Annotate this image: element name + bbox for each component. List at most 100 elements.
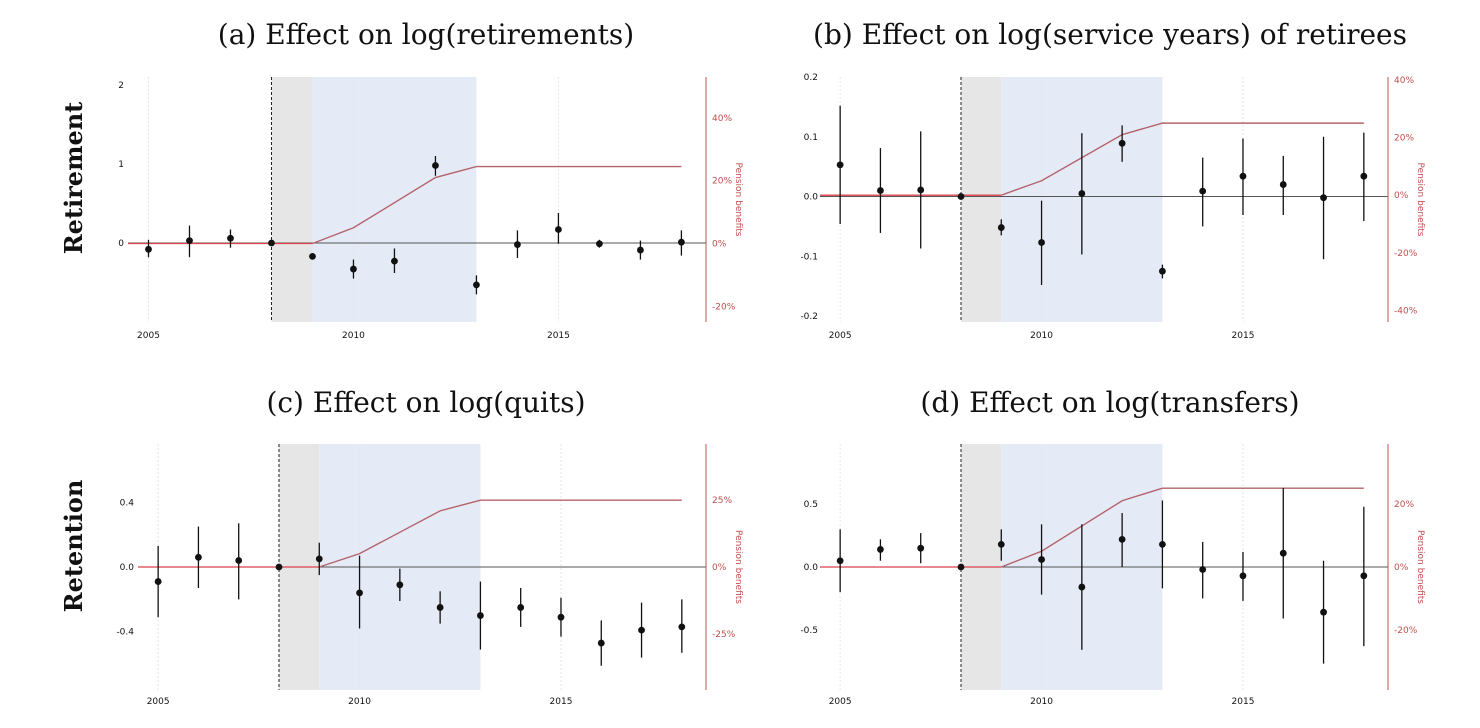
x-tick-label: 2015 [1232, 697, 1255, 707]
y-tick-label: -0.1 [800, 252, 818, 262]
right-axis-label: Pension benefits [733, 163, 743, 237]
data-point [957, 193, 965, 200]
data-point [356, 589, 363, 597]
data-point [1038, 556, 1045, 563]
x-tick-label: 2010 [1030, 697, 1053, 707]
x-tick-label: 2005 [147, 697, 170, 707]
right-tick-label: 20% [1394, 134, 1414, 144]
data-point [877, 187, 884, 194]
data-point [957, 563, 965, 571]
pre-period-shade [960, 77, 1002, 322]
panel-service-years: (b) Effect on log(service years) of reti… [800, 18, 1425, 341]
x-tick-label: 2015 [547, 331, 570, 341]
data-point [517, 604, 525, 611]
data-point [1159, 267, 1166, 275]
pension-benefits-line [1001, 487, 1364, 568]
right-axis-label: Pension benefits [1415, 530, 1425, 604]
data-point [235, 557, 243, 564]
data-point [275, 563, 283, 571]
panel-title: (c) Effect on log(quits) [266, 386, 585, 419]
data-point [836, 557, 844, 565]
right-tick-label: 0% [1394, 563, 1409, 573]
data-point [557, 613, 565, 621]
right-tick-label: 40% [712, 114, 732, 124]
y-tick-label: 0 [118, 239, 124, 249]
y-tick-label: 0.0 [804, 563, 819, 573]
data-point [997, 541, 1005, 548]
pension-benefits-line [319, 499, 682, 568]
data-point [678, 238, 685, 246]
y-tick-label: 1 [118, 160, 124, 170]
data-point [917, 544, 925, 552]
panel-quits: (c) Effect on log(quits) -25% 0% 25% Pension… [116, 386, 743, 707]
data-point [1320, 608, 1327, 616]
right-tick-label: 0% [712, 239, 727, 249]
y-tick-label: -0.5 [800, 626, 818, 636]
data-point [1038, 239, 1045, 246]
data-point [1279, 549, 1287, 557]
data-point [917, 186, 925, 194]
data-point [154, 578, 162, 585]
right-tick-label: -40% [1394, 306, 1418, 316]
data-point [1239, 572, 1247, 580]
data-point [514, 241, 521, 248]
data-point [1118, 139, 1126, 147]
data-point [145, 245, 152, 253]
data-point [1078, 190, 1086, 197]
y-tick-label: 0.0 [804, 193, 819, 203]
row-label-retention: Retention [59, 480, 88, 613]
y-tick-label: -0.4 [116, 628, 134, 638]
data-point [436, 604, 444, 611]
right-tick-label: -20% [1394, 626, 1418, 636]
y-tick-label: 0.5 [804, 500, 818, 510]
data-point [350, 265, 357, 273]
data-point [1159, 541, 1166, 548]
y-tick-label: 0.4 [120, 498, 135, 508]
right-tick-label: 20% [1394, 500, 1414, 510]
data-point [268, 239, 275, 247]
right-tick-label: -25% [712, 630, 736, 640]
data-point [1279, 181, 1287, 188]
pension-benefits-line [312, 165, 682, 245]
x-tick-label: 2015 [550, 697, 573, 707]
data-point [195, 553, 202, 561]
panel-title: (a) Effect on log(retirements) [218, 18, 634, 51]
right-axis-label: Pension benefits [733, 530, 743, 604]
reform-period-shade [312, 77, 477, 322]
data-point [1360, 172, 1368, 180]
data-point [1118, 535, 1126, 543]
x-tick-label: 2005 [829, 697, 852, 707]
right-tick-label: 0% [712, 563, 727, 573]
data-point [1360, 572, 1368, 580]
data-point [1320, 194, 1327, 202]
right-tick-label: 25% [712, 496, 732, 506]
panel-title: (d) Effect on log(transfers) [920, 386, 1299, 419]
data-point [391, 257, 398, 265]
data-point [309, 253, 316, 260]
x-tick-label: 2005 [829, 331, 852, 341]
data-point [836, 161, 844, 169]
panel-title: (b) Effect on log(service years) of reti… [813, 18, 1407, 51]
x-tick-label: 2010 [348, 697, 371, 707]
data-point [186, 237, 193, 244]
data-point [555, 226, 562, 233]
data-point [396, 581, 404, 589]
right-axis-label: Pension benefits [1415, 163, 1425, 237]
right-tick-label: 40% [1394, 76, 1414, 86]
data-point [1199, 566, 1207, 573]
data-point [597, 639, 605, 647]
data-point [637, 246, 644, 254]
data-point [596, 240, 603, 248]
data-point [997, 224, 1005, 231]
right-tick-label: -20% [1394, 249, 1418, 259]
data-point [1199, 187, 1207, 195]
right-tick-label: -20% [712, 302, 736, 312]
data-point [473, 281, 480, 289]
panel-retirements: (a) Effect on log(retirements) -20% 0% 20% 4… [118, 18, 743, 341]
panel-transfers: (d) Effect on log(transfers) -20% 0% 20% Pen… [800, 386, 1425, 707]
right-tick-label: 20% [712, 177, 732, 187]
data-point [227, 234, 234, 242]
x-tick-label: 2005 [137, 331, 160, 341]
right-tick-label: 0% [1394, 191, 1409, 201]
